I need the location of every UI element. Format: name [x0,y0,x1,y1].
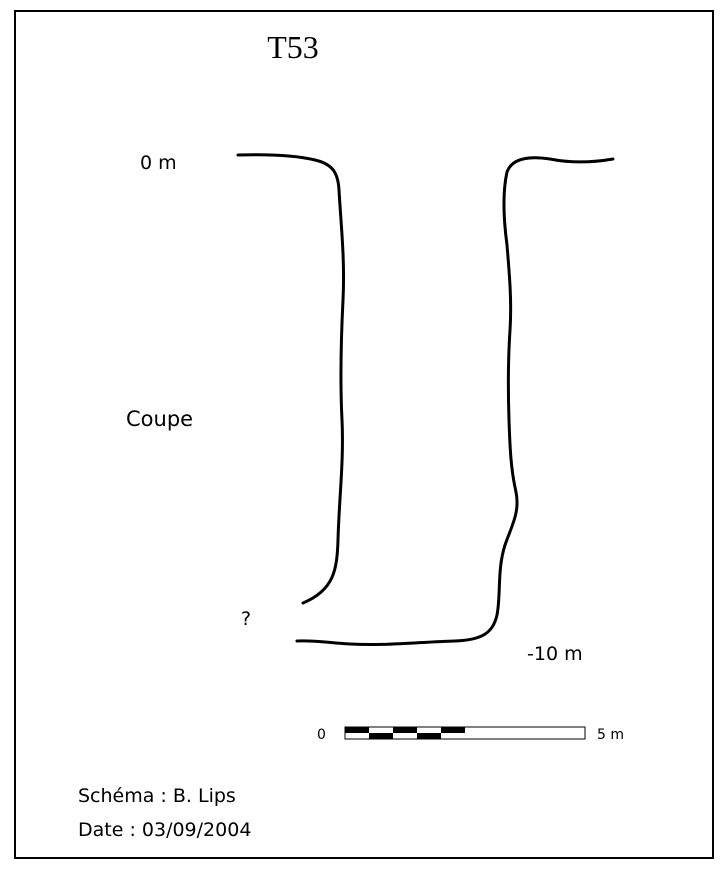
depth-top-label: 0 m [140,152,177,174]
scale-block [345,727,369,733]
survey-sheet [14,10,714,859]
survey-title: T53 [267,29,319,65]
scale-bar: 0 5 m [317,726,624,743]
scale-block [441,727,465,733]
date-credit: Date : 03/09/2004 [78,819,251,841]
depth-bottom-label: -10 m [527,643,583,665]
scale-block [417,733,441,739]
scale-block [393,727,417,733]
section-label: Coupe [126,407,193,431]
author-credit: Schéma : B. Lips [78,785,236,807]
scale-end-label: 5 m [597,727,624,743]
unknown-marker: ? [241,608,251,630]
shaft-left-wall [236,153,346,605]
scale-bar-frame [344,726,586,740]
scale-start-label: 0 [317,727,326,743]
shaft-right-wall-and-floor [295,156,615,647]
scale-block [369,733,393,739]
